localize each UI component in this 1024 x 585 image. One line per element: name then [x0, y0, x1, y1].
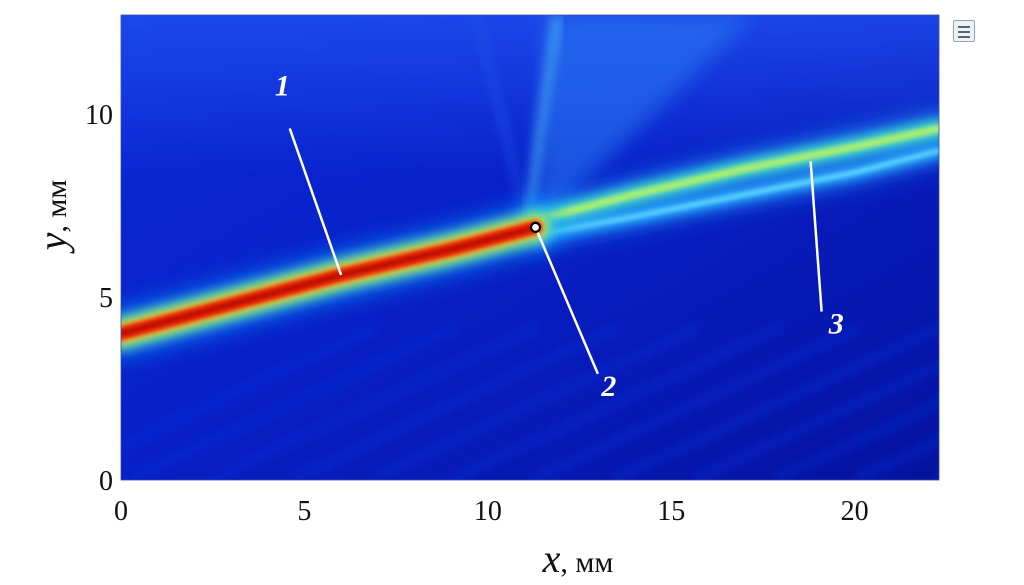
callout-label-2: 2 [600, 370, 616, 403]
callout-label-3: 3 [828, 308, 844, 341]
callout-label-1: 1 [275, 70, 290, 103]
ripple-line [933, 473, 939, 480]
ripple-line [1016, 326, 1024, 480]
shock-line [523, 15, 563, 218]
ripple-line [449, 322, 784, 480]
x-tick-label: 0 [114, 496, 128, 527]
ripple-line [529, 322, 864, 480]
callouts: 1 2 3 [275, 70, 844, 403]
reader-mode-icon[interactable] [953, 20, 975, 42]
wave-ripples [121, 322, 1024, 480]
plot-area [121, 15, 1024, 480]
main-beam [121, 222, 540, 338]
y-tick-label: 0 [99, 466, 113, 497]
ripple-line [121, 322, 380, 451]
shock-fan-shape [535, 15, 756, 228]
marker-point [529, 221, 542, 233]
beams [121, 111, 939, 359]
y-axis-ticks: 0 5 10 [85, 100, 113, 497]
upper-beam [531, 124, 939, 224]
ripple-line [207, 322, 542, 480]
y-tick-label: 10 [85, 100, 113, 131]
shock-line [472, 15, 529, 214]
lower-beam [533, 148, 939, 237]
x-tick-label: 5 [297, 496, 311, 527]
y-axis-label: y, мм [30, 180, 75, 255]
ripple-line [691, 360, 939, 480]
ripple-line [287, 322, 622, 480]
callout-line-1 [288, 128, 343, 276]
callout-line-2 [534, 226, 600, 375]
ripple-line [772, 398, 939, 480]
x-tick-label: 20 [841, 496, 869, 527]
x-tick-label: 10 [474, 496, 502, 527]
ripple-line [610, 322, 939, 480]
ripple-line [368, 322, 703, 480]
ripple-line [852, 435, 939, 480]
y-tick-label: 5 [99, 283, 113, 314]
x-axis-ticks: 0 5 10 15 20 [114, 496, 869, 527]
plot-frame [120, 14, 940, 481]
shock-fan [472, 15, 756, 228]
ripple-line [126, 322, 461, 480]
x-axis-label: x, мм [542, 536, 614, 581]
x-tick-label: 15 [657, 496, 685, 527]
point-marker [529, 221, 542, 233]
callout-line-3 [809, 161, 823, 312]
